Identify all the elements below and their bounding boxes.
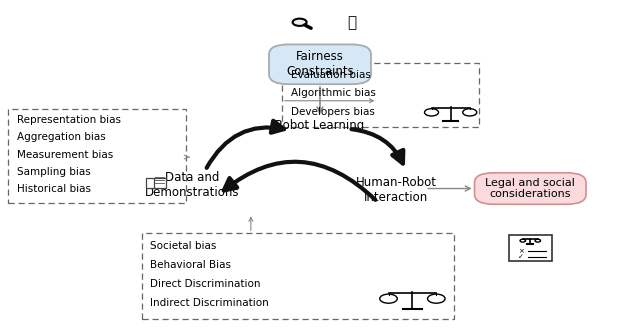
Bar [8, 109, 186, 203]
Text: Indirect Discrimination: Indirect Discrimination [150, 298, 269, 308]
FancyBboxPatch shape [154, 178, 166, 188]
FancyArrowPatch shape [224, 162, 375, 200]
Text: ✓: ✓ [518, 254, 524, 260]
Text: Measurement bias: Measurement bias [17, 150, 113, 160]
Text: Aggregation bias: Aggregation bias [17, 132, 106, 142]
Text: Societal bias: Societal bias [150, 241, 217, 251]
Text: Algorithmic bias: Algorithmic bias [291, 88, 376, 98]
Text: Representation bias: Representation bias [17, 115, 121, 125]
Text: Human-Robot
Interaction: Human-Robot Interaction [356, 176, 437, 204]
Text: Historical bias: Historical bias [17, 184, 91, 194]
Text: Legal and social
considerations: Legal and social considerations [485, 178, 575, 199]
Text: Behavioral Bias: Behavioral Bias [150, 260, 232, 270]
FancyBboxPatch shape [509, 235, 552, 261]
Text: Data and
Demonstrations: Data and Demonstrations [145, 171, 240, 199]
FancyArrowPatch shape [351, 129, 403, 164]
FancyBboxPatch shape [269, 44, 371, 84]
Bar [141, 233, 454, 319]
FancyBboxPatch shape [474, 173, 586, 204]
FancyBboxPatch shape [146, 178, 159, 188]
Text: Developers bias: Developers bias [291, 107, 374, 117]
Text: ×: × [518, 248, 524, 255]
Text: Direct Discrimination: Direct Discrimination [150, 279, 261, 289]
Text: Sampling bias: Sampling bias [17, 167, 90, 177]
Text: Evaluation bias: Evaluation bias [291, 70, 371, 80]
Bar [282, 63, 479, 127]
Text: Robot Learning: Robot Learning [275, 119, 365, 132]
Circle shape [292, 19, 307, 26]
Text: Fairness
Constraints: Fairness Constraints [286, 50, 354, 78]
FancyArrowPatch shape [207, 121, 284, 168]
Text: ✋: ✋ [348, 15, 356, 30]
